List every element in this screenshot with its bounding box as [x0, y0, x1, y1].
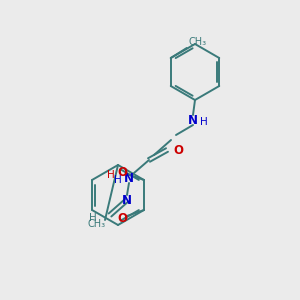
Text: O: O	[117, 166, 127, 178]
Text: H: H	[114, 175, 122, 185]
Text: O: O	[117, 212, 127, 224]
Text: N: N	[124, 172, 134, 184]
Text: N: N	[188, 113, 198, 127]
Text: N: N	[122, 194, 132, 206]
Text: O: O	[173, 143, 183, 157]
Text: H: H	[200, 117, 208, 127]
Text: CH₃: CH₃	[88, 219, 106, 229]
Text: H: H	[107, 170, 115, 180]
Text: H: H	[89, 213, 97, 223]
Text: CH₃: CH₃	[189, 37, 207, 47]
